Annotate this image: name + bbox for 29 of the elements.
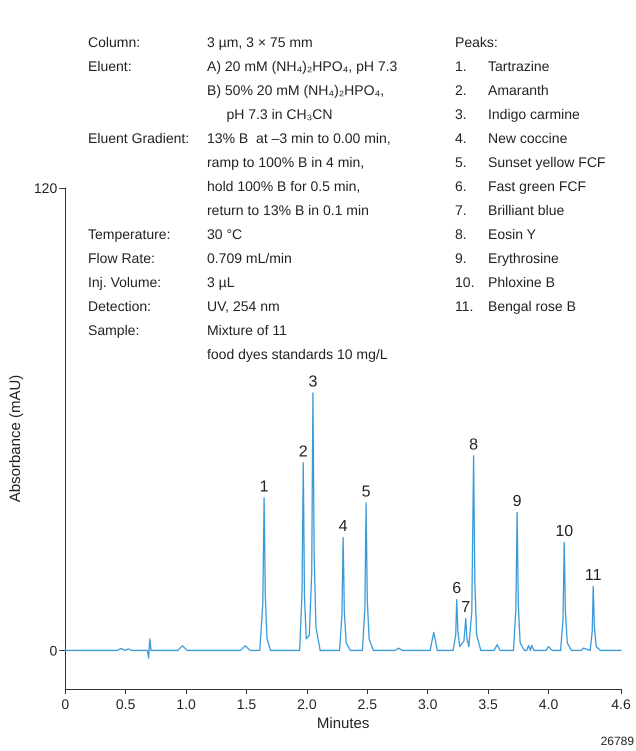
x-tick-label: 0.5 [116,696,136,712]
x-tick-label: 0 [61,696,70,712]
x-tick-label: 2.0 [297,696,317,712]
annotation: 10 [555,523,574,540]
line-series [64,392,622,659]
text: Column: Eluent: Eluent Gradient: Temperature: Flow Rate: Inj. Volume: Detection: Sample: [88,34,190,338]
annotation: 5 [362,483,371,500]
text: 26789 [600,734,634,748]
text: 3 µm, 3 × 75 mm A) 20 mM (NH₄)₂HPO₄, pH 7.3 B) 50% 20 mM (NH₄)₂HPO₄, pH 7.3 in CH₃CN 13% B at –3 min to 0.00 min, ramp to 100% B in 4 min, hold 100% B for 0.5 min, return to 13% B in 0.1 min 30 °C 0.709 mL/min 3 µL UV, 254 nm Mixture of 11 food dyes standards 10 mg/L [207,34,398,362]
annotation: 9 [512,492,522,510]
x-tick-label: 3.0 [418,696,438,712]
annotation: 2 [298,443,308,460]
y-axis-title: Absorbance (mAU) [7,374,24,502]
annotation: 8 [469,436,478,454]
x-tick-label: 1.5 [236,696,256,712]
annotation: 11 [584,566,602,584]
annotation: 4 [338,518,348,536]
text: Peaks: 1. Tartrazine 2. Amaranth 3. Indigo carmine 4. New coccine 5. Sunset yellow FCF 6. Fast green FCF 7. Brilliant blue 8. Eosin Y 9. Erythrosine 10. Phloxine B 11. Bengal rose B [455,34,606,314]
annotation: 3 [308,374,318,391]
annotation: 1 [260,478,269,496]
x-axis-title: Minutes [316,714,370,732]
annotation: 7 [461,598,470,616]
x-tick-label: 1.0 [176,696,196,712]
x-tick-label: 4.6 [611,696,631,712]
y-tick-label: 120 [34,180,58,196]
x-tick-label: 4.0 [538,696,558,712]
annotation: 6 [452,580,462,598]
x-tick-label: 2.5 [358,696,378,712]
x-tick-label: 3.5 [478,696,498,712]
